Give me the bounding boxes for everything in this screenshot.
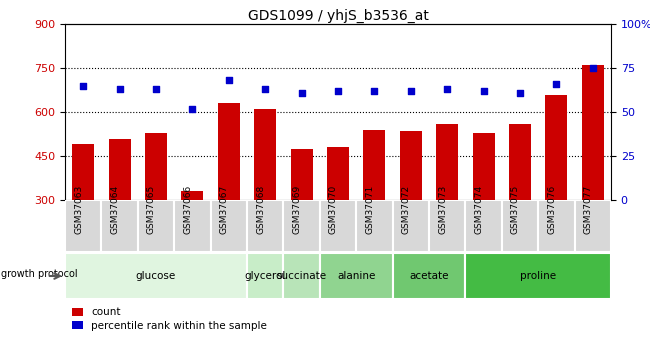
Text: glycerol: glycerol [244, 271, 286, 281]
Text: growth protocol: growth protocol [1, 269, 78, 278]
Bar [436, 124, 458, 200]
Point [588, 66, 598, 71]
Point [187, 106, 198, 111]
FancyBboxPatch shape [174, 200, 211, 252]
Text: GSM37067: GSM37067 [220, 185, 229, 234]
Text: GSM37075: GSM37075 [511, 185, 520, 234]
FancyBboxPatch shape [393, 200, 429, 252]
Point [369, 88, 380, 94]
Text: acetate: acetate [410, 271, 448, 281]
Point [114, 87, 125, 92]
Point [296, 90, 307, 96]
Bar [327, 147, 349, 200]
Point [442, 87, 452, 92]
FancyBboxPatch shape [65, 200, 101, 252]
FancyBboxPatch shape [320, 200, 356, 252]
Text: GSM37072: GSM37072 [402, 185, 411, 234]
FancyBboxPatch shape [538, 200, 575, 252]
FancyBboxPatch shape [393, 253, 465, 299]
Text: GSM37077: GSM37077 [584, 185, 593, 234]
FancyBboxPatch shape [502, 200, 538, 252]
FancyBboxPatch shape [356, 200, 393, 252]
Bar [254, 109, 276, 200]
FancyBboxPatch shape [138, 200, 174, 252]
Point [551, 81, 562, 87]
Text: GSM37069: GSM37069 [292, 185, 302, 234]
Bar [218, 104, 240, 200]
Point [224, 78, 234, 83]
FancyBboxPatch shape [283, 200, 320, 252]
Text: succinate: succinate [276, 271, 327, 281]
Bar [145, 132, 167, 200]
Bar [181, 191, 203, 200]
Point [478, 88, 489, 94]
Bar [363, 130, 385, 200]
Bar [291, 149, 313, 200]
FancyBboxPatch shape [429, 200, 465, 252]
Text: GSM37070: GSM37070 [329, 185, 338, 234]
FancyBboxPatch shape [247, 200, 283, 252]
Point [78, 83, 88, 89]
Text: GSM37068: GSM37068 [256, 185, 265, 234]
FancyBboxPatch shape [211, 200, 247, 252]
Title: GDS1099 / yhjS_b3536_at: GDS1099 / yhjS_b3536_at [248, 9, 428, 23]
FancyBboxPatch shape [465, 253, 611, 299]
FancyBboxPatch shape [65, 253, 247, 299]
Bar [582, 65, 604, 200]
Text: GSM37063: GSM37063 [74, 185, 83, 234]
Legend: count, percentile rank within the sample: count, percentile rank within the sample [70, 305, 269, 333]
Text: GSM37073: GSM37073 [438, 185, 447, 234]
Bar [509, 124, 531, 200]
FancyBboxPatch shape [283, 253, 320, 299]
FancyBboxPatch shape [575, 200, 611, 252]
Text: GSM37065: GSM37065 [147, 185, 156, 234]
Bar [400, 131, 422, 200]
Point [515, 90, 525, 96]
Bar [545, 95, 567, 200]
Bar [72, 144, 94, 200]
Text: GSM37064: GSM37064 [111, 185, 120, 234]
Text: GSM37071: GSM37071 [365, 185, 374, 234]
Bar [109, 139, 131, 200]
Text: proline: proline [520, 271, 556, 281]
Text: GSM37074: GSM37074 [474, 185, 484, 234]
Text: GSM37076: GSM37076 [547, 185, 556, 234]
FancyBboxPatch shape [247, 253, 283, 299]
FancyBboxPatch shape [320, 253, 393, 299]
Point [333, 88, 343, 94]
Point [151, 87, 161, 92]
Text: glucose: glucose [136, 271, 176, 281]
Point [260, 87, 270, 92]
FancyBboxPatch shape [465, 200, 502, 252]
Text: GSM37066: GSM37066 [183, 185, 192, 234]
Point [406, 88, 416, 94]
FancyBboxPatch shape [101, 200, 138, 252]
Text: alanine: alanine [337, 271, 376, 281]
Bar [473, 132, 495, 200]
